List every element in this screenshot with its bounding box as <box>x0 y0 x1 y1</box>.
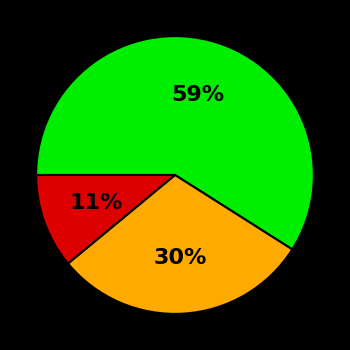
Text: 59%: 59% <box>172 85 225 105</box>
Text: 30%: 30% <box>154 248 207 268</box>
Wedge shape <box>68 175 292 314</box>
Wedge shape <box>36 175 175 264</box>
Wedge shape <box>36 36 314 250</box>
Text: 11%: 11% <box>70 193 123 213</box>
